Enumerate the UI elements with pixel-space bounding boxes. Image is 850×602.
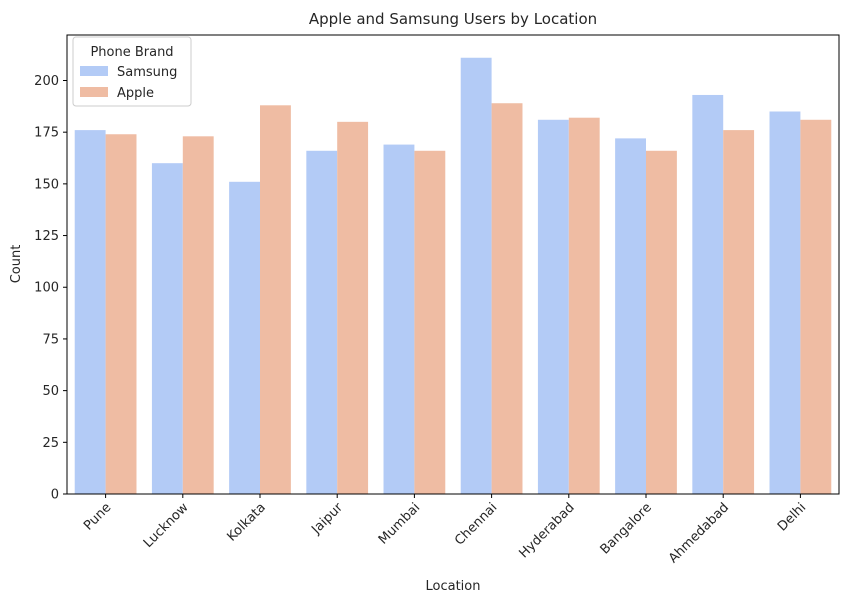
bar-apple-pune (105, 134, 137, 495)
x-axis-title: Location (426, 579, 481, 594)
bars-layer (74, 57, 832, 495)
legend-swatch-apple (80, 87, 108, 97)
bar-apple-hyderabad (568, 117, 600, 495)
bar-apple-ahmedabad (723, 130, 755, 495)
x-tick-label-delhi: Delhi (775, 500, 809, 534)
bar-samsung-jaipur (306, 150, 338, 494)
bar-apple-bangalore (646, 150, 677, 494)
bar-samsung-bangalore (615, 138, 646, 495)
x-tick-label-kolkata: Kolkata (224, 500, 268, 544)
plot-frame (66, 34, 840, 495)
bar-apple-mumbai (414, 150, 446, 494)
bar-apple-lucknow (182, 136, 214, 495)
bar-samsung-mumbai (383, 144, 415, 494)
x-tick-label-ahmedabad: Ahmedabad (666, 500, 732, 566)
bar-apple-kolkata (260, 105, 291, 494)
y-tick-label: 200 (34, 74, 59, 89)
legend: Phone Brand Samsung Apple (72, 36, 192, 107)
bar-samsung-hyderabad (537, 119, 569, 495)
x-tick-label-pune: Pune (81, 500, 114, 533)
y-tick-label: 75 (42, 332, 59, 347)
legend-title: Phone Brand (90, 45, 173, 60)
legend-label-samsung: Samsung (117, 65, 177, 80)
bar-samsung-kolkata (229, 181, 260, 494)
bar-apple-delhi (800, 119, 832, 495)
x-tick-label-lucknow: Lucknow (141, 500, 192, 551)
y-axis-title: Count (9, 245, 24, 284)
x-tick-label-bangalore: Bangalore (598, 500, 655, 557)
x-tick-label-mumbai: Mumbai (376, 500, 423, 547)
y-tick-label: 0 (51, 488, 59, 503)
x-tick-label-chennai: Chennai (452, 500, 500, 548)
y-tick-label: 175 (34, 126, 59, 141)
y-tick-label: 125 (34, 229, 59, 244)
bar-samsung-pune (74, 130, 106, 495)
x-tick-label-hyderabad: Hyderabad (516, 500, 577, 561)
y-tick-label: 150 (34, 177, 59, 192)
y-tick-label: 100 (34, 281, 59, 296)
legend-label-apple: Apple (117, 86, 154, 101)
y-tick-label: 25 (42, 436, 59, 451)
chart-title: Apple and Samsung Users by Location (309, 10, 597, 28)
bar-samsung-chennai (460, 57, 492, 494)
x-tick-label-jaipur: Jaipur (308, 500, 346, 538)
bar-apple-chennai (491, 103, 523, 494)
bar-samsung-ahmedabad (692, 94, 724, 494)
bar-samsung-delhi (769, 111, 801, 494)
bar-samsung-lucknow (151, 163, 183, 494)
legend-swatch-samsung (80, 66, 108, 76)
bar-apple-jaipur (337, 121, 369, 495)
y-tick-label: 50 (42, 384, 59, 399)
